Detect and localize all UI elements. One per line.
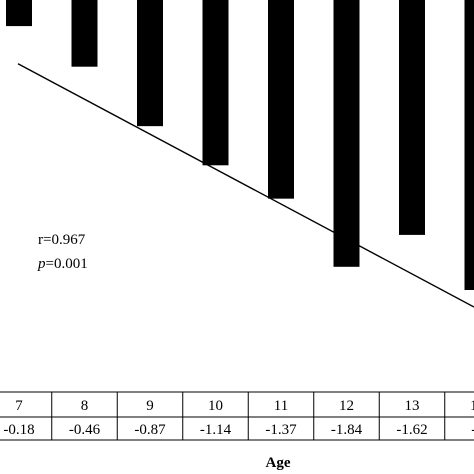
data-table: 7 -0.18 8 -0.46 9 -0.87 10 -1.14 11 -1.37 12 -1.84 1… [0, 391, 474, 441]
p-letter: p [37, 256, 46, 272]
age-cell-14: 14 [470, 398, 474, 414]
bar-age-13 [399, 0, 425, 235]
bars-group [6, 0, 474, 290]
bar-age-7 [6, 0, 32, 27]
value-cell-13: -1.62 [396, 422, 427, 438]
value-cell-8: -0.46 [69, 422, 101, 438]
p-value-annotation: p=0.001 [37, 256, 88, 272]
age-cell-11: 11 [274, 398, 288, 414]
bar-age-9 [137, 0, 163, 127]
age-cell-8: 8 [81, 398, 89, 414]
bar-age-14 [464, 0, 474, 290]
bar-age-12 [333, 0, 360, 267]
value-cell-11: -1.37 [265, 422, 297, 438]
value-cell-12: -1.84 [331, 422, 363, 438]
bar-age-8 [71, 0, 98, 67]
age-cell-12: 12 [339, 398, 354, 414]
age-cell-13: 13 [405, 398, 420, 414]
age-cell-10: 10 [208, 398, 223, 414]
age-cell-9: 9 [146, 398, 154, 414]
age-cell-7: 7 [15, 398, 23, 414]
x-axis-label: Age [266, 455, 291, 471]
value-cell-7: -0.18 [3, 422, 34, 438]
trend-line [17, 63, 474, 308]
value-cell-10: -1.14 [200, 422, 232, 438]
bar-age-10 [202, 0, 229, 166]
value-cell-9: -0.87 [134, 422, 166, 438]
value-cell-14: -1 [471, 422, 474, 438]
p-value-number: =0.001 [46, 256, 88, 272]
correlation-annotation: r=0.967 [38, 232, 86, 248]
bar-age-11 [268, 0, 294, 199]
